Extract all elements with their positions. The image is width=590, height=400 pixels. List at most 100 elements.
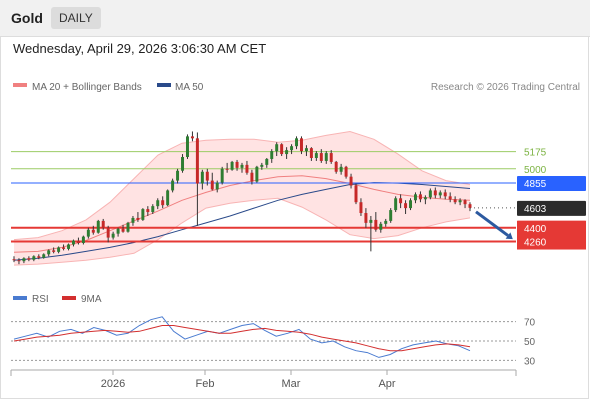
candle-body <box>52 250 56 252</box>
support-block-label-4260: 4260 <box>524 238 547 249</box>
candle-body <box>443 192 447 197</box>
candle-body <box>176 170 180 181</box>
instrument-title: Gold <box>11 10 43 26</box>
candle-body <box>299 138 303 152</box>
support-block <box>517 220 586 250</box>
candle-body <box>280 144 284 155</box>
candle-body <box>111 233 115 238</box>
candle-body <box>101 220 105 228</box>
candle-body <box>329 153 333 162</box>
candle-body <box>205 171 209 181</box>
candle-body <box>86 229 90 237</box>
x-tick-label-Feb: Feb <box>196 378 215 390</box>
candle-body <box>349 176 353 186</box>
rsi-tick-70: 70 <box>524 318 536 329</box>
candle-body <box>230 161 234 170</box>
forecast-arrow-head <box>505 232 513 240</box>
candle-body <box>220 168 224 183</box>
support-block-label-4400: 4400 <box>524 224 547 235</box>
candle-body <box>141 209 145 220</box>
candle-body <box>62 247 66 249</box>
candle-body <box>423 197 427 200</box>
candle-body <box>151 206 155 213</box>
candle-body <box>255 166 259 182</box>
candle-body <box>136 217 140 220</box>
candle-body <box>121 228 125 232</box>
candle-body <box>324 153 328 161</box>
x-tick-label-Mar: Mar <box>282 378 301 390</box>
candle-body <box>354 185 358 203</box>
x-tick-label-Apr: Apr <box>378 378 395 390</box>
candle-body <box>37 256 41 258</box>
candle-body <box>433 190 437 196</box>
candle-body <box>458 200 462 203</box>
candle-body <box>359 202 363 214</box>
candle-body <box>190 136 194 139</box>
candle-body <box>418 194 422 200</box>
rsi-legend-swatch <box>13 296 27 300</box>
timeframe-badge[interactable]: DAILY <box>51 7 101 29</box>
level-label-5000: 5000 <box>524 165 547 176</box>
ma50-legend-swatch <box>157 83 171 87</box>
candle-body <box>171 180 175 191</box>
candle-body <box>428 190 432 198</box>
candle-body <box>270 151 274 159</box>
candle-body <box>181 157 185 171</box>
candle-body <box>374 219 378 230</box>
candle-body <box>71 240 75 245</box>
candle-body <box>96 220 100 233</box>
candle-body <box>453 199 457 203</box>
candle-body <box>275 144 279 152</box>
candle-body <box>394 198 398 211</box>
candle-body <box>166 190 170 206</box>
candle-body <box>57 247 61 252</box>
candle-body <box>47 250 51 255</box>
candle-body <box>156 200 160 207</box>
ma50-legend-label: MA 50 <box>175 82 204 93</box>
candle-body <box>106 227 110 238</box>
candle-body <box>304 148 308 152</box>
candle-body <box>295 138 299 147</box>
candle-body <box>116 228 120 234</box>
candle-body <box>409 200 413 209</box>
candle-body <box>235 161 239 168</box>
candle-body <box>319 153 323 161</box>
header-bar: Gold DAILY <box>0 0 590 37</box>
candle-body <box>27 258 31 260</box>
candle-body <box>309 148 313 158</box>
candle-body <box>42 254 46 258</box>
candle-body <box>161 200 165 206</box>
candle-body <box>22 258 26 262</box>
candle-body <box>468 204 472 208</box>
candle-body <box>195 138 199 184</box>
candle-body <box>438 192 442 196</box>
candle-body <box>285 150 289 155</box>
candle-body <box>81 236 85 244</box>
candle-body <box>146 209 150 213</box>
level-tag-4603 <box>517 200 586 216</box>
candle-body <box>384 220 388 224</box>
candle-body <box>12 259 16 261</box>
rsi-ma-legend-label: 9MA <box>81 294 102 305</box>
candle-body <box>314 153 318 158</box>
candle-body <box>210 180 214 190</box>
candle-body <box>215 182 219 190</box>
ma20-legend-label: MA 20 + Bollinger Bands <box>32 82 142 93</box>
candle-body <box>131 217 135 223</box>
timestamp: Wednesday, April 29, 2026 3:06:30 AM CET <box>13 41 267 56</box>
level-label-5175: 5175 <box>524 148 547 159</box>
rsi-tick-50: 50 <box>524 337 536 348</box>
candle-body <box>250 172 254 182</box>
chart-frame <box>0 36 589 399</box>
candle-body <box>245 164 249 173</box>
rsi-ma-legend-swatch <box>62 296 76 300</box>
candle-body <box>91 229 95 233</box>
candle-body <box>344 166 348 177</box>
candle-body <box>334 161 338 172</box>
candle-body <box>339 166 343 172</box>
level-label-4603: 4603 <box>524 204 547 215</box>
candle-body <box>369 219 373 223</box>
candle-body <box>448 196 452 200</box>
candle-body <box>413 194 417 201</box>
